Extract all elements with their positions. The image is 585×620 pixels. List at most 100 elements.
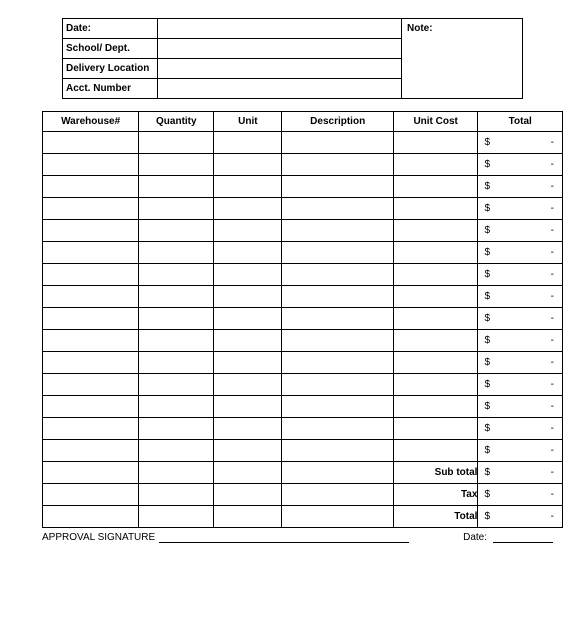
cell-warehouse[interactable] bbox=[43, 396, 139, 418]
currency-symbol: $ bbox=[484, 247, 490, 258]
amount-value: - bbox=[551, 335, 554, 346]
table-row: $- bbox=[43, 242, 563, 264]
cell-warehouse[interactable] bbox=[43, 418, 139, 440]
empty-cell bbox=[214, 462, 282, 484]
signature-line[interactable] bbox=[159, 533, 409, 543]
cell-quantity[interactable] bbox=[139, 154, 214, 176]
cell-unit_cost[interactable] bbox=[393, 330, 478, 352]
currency-symbol: $ bbox=[484, 159, 490, 170]
cell-warehouse[interactable] bbox=[43, 374, 139, 396]
cell-quantity[interactable] bbox=[139, 330, 214, 352]
cell-description[interactable] bbox=[282, 264, 394, 286]
cell-unit[interactable] bbox=[214, 176, 282, 198]
cell-description[interactable] bbox=[282, 132, 394, 154]
cell-warehouse[interactable] bbox=[43, 198, 139, 220]
cell-warehouse[interactable] bbox=[43, 132, 139, 154]
school-value[interactable] bbox=[158, 39, 402, 58]
cell-unit_cost[interactable] bbox=[393, 220, 478, 242]
cell-unit_cost[interactable] bbox=[393, 242, 478, 264]
cell-unit[interactable] bbox=[214, 198, 282, 220]
cell-unit_cost[interactable] bbox=[393, 154, 478, 176]
cell-warehouse[interactable] bbox=[43, 286, 139, 308]
cell-warehouse[interactable] bbox=[43, 440, 139, 462]
cell-unit_cost[interactable] bbox=[393, 396, 478, 418]
cell-warehouse[interactable] bbox=[43, 220, 139, 242]
cell-quantity[interactable] bbox=[139, 308, 214, 330]
cell-quantity[interactable] bbox=[139, 264, 214, 286]
amount-value: - bbox=[551, 467, 554, 478]
currency-symbol: $ bbox=[484, 379, 490, 390]
cell-quantity[interactable] bbox=[139, 132, 214, 154]
cell-warehouse[interactable] bbox=[43, 308, 139, 330]
cell-unit[interactable] bbox=[214, 286, 282, 308]
cell-description[interactable] bbox=[282, 352, 394, 374]
cell-description[interactable] bbox=[282, 286, 394, 308]
cell-unit[interactable] bbox=[214, 264, 282, 286]
cell-description[interactable] bbox=[282, 440, 394, 462]
cell-description[interactable] bbox=[282, 220, 394, 242]
delivery-value[interactable] bbox=[158, 59, 402, 78]
cell-quantity[interactable] bbox=[139, 198, 214, 220]
cell-description[interactable] bbox=[282, 242, 394, 264]
cell-description[interactable] bbox=[282, 154, 394, 176]
amount-value: - bbox=[551, 291, 554, 302]
cell-warehouse[interactable] bbox=[43, 264, 139, 286]
acct-value[interactable] bbox=[158, 79, 402, 98]
empty-cell bbox=[282, 462, 394, 484]
cell-unit[interactable] bbox=[214, 418, 282, 440]
cell-unit[interactable] bbox=[214, 242, 282, 264]
cell-unit_cost[interactable] bbox=[393, 440, 478, 462]
cell-quantity[interactable] bbox=[139, 352, 214, 374]
currency-symbol: $ bbox=[484, 203, 490, 214]
cell-total: $- bbox=[478, 396, 563, 418]
date-value[interactable] bbox=[158, 19, 402, 38]
table-header-row: Warehouse# Quantity Unit Description Uni… bbox=[43, 112, 563, 132]
cell-quantity[interactable] bbox=[139, 418, 214, 440]
cell-unit[interactable] bbox=[214, 330, 282, 352]
cell-unit_cost[interactable] bbox=[393, 308, 478, 330]
cell-quantity[interactable] bbox=[139, 396, 214, 418]
cell-unit[interactable] bbox=[214, 352, 282, 374]
cell-quantity[interactable] bbox=[139, 220, 214, 242]
cell-unit[interactable] bbox=[214, 220, 282, 242]
cell-unit_cost[interactable] bbox=[393, 418, 478, 440]
cell-unit_cost[interactable] bbox=[393, 132, 478, 154]
cell-description[interactable] bbox=[282, 308, 394, 330]
cell-quantity[interactable] bbox=[139, 242, 214, 264]
cell-unit_cost[interactable] bbox=[393, 264, 478, 286]
cell-unit[interactable] bbox=[214, 132, 282, 154]
cell-description[interactable] bbox=[282, 198, 394, 220]
currency-symbol: $ bbox=[484, 313, 490, 324]
cell-unit[interactable] bbox=[214, 308, 282, 330]
cell-unit_cost[interactable] bbox=[393, 198, 478, 220]
cell-unit_cost[interactable] bbox=[393, 374, 478, 396]
cell-warehouse[interactable] bbox=[43, 176, 139, 198]
cell-warehouse[interactable] bbox=[43, 242, 139, 264]
cell-quantity[interactable] bbox=[139, 176, 214, 198]
footer-date-line[interactable] bbox=[493, 533, 553, 543]
cell-quantity[interactable] bbox=[139, 374, 214, 396]
cell-quantity[interactable] bbox=[139, 440, 214, 462]
cell-unit_cost[interactable] bbox=[393, 176, 478, 198]
cell-description[interactable] bbox=[282, 418, 394, 440]
cell-warehouse[interactable] bbox=[43, 154, 139, 176]
date-label: Date: bbox=[63, 19, 158, 38]
cell-total: $- bbox=[478, 352, 563, 374]
cell-total: $- bbox=[478, 198, 563, 220]
cell-total: $- bbox=[478, 418, 563, 440]
cell-warehouse[interactable] bbox=[43, 330, 139, 352]
footer-date-label: Date: bbox=[463, 532, 493, 543]
cell-unit[interactable] bbox=[214, 440, 282, 462]
table-row: $- bbox=[43, 418, 563, 440]
cell-unit[interactable] bbox=[214, 154, 282, 176]
cell-quantity[interactable] bbox=[139, 286, 214, 308]
cell-description[interactable] bbox=[282, 176, 394, 198]
cell-description[interactable] bbox=[282, 374, 394, 396]
cell-description[interactable] bbox=[282, 330, 394, 352]
cell-unit[interactable] bbox=[214, 396, 282, 418]
cell-unit_cost[interactable] bbox=[393, 286, 478, 308]
cell-warehouse[interactable] bbox=[43, 352, 139, 374]
cell-description[interactable] bbox=[282, 396, 394, 418]
cell-unit[interactable] bbox=[214, 374, 282, 396]
cell-unit_cost[interactable] bbox=[393, 352, 478, 374]
